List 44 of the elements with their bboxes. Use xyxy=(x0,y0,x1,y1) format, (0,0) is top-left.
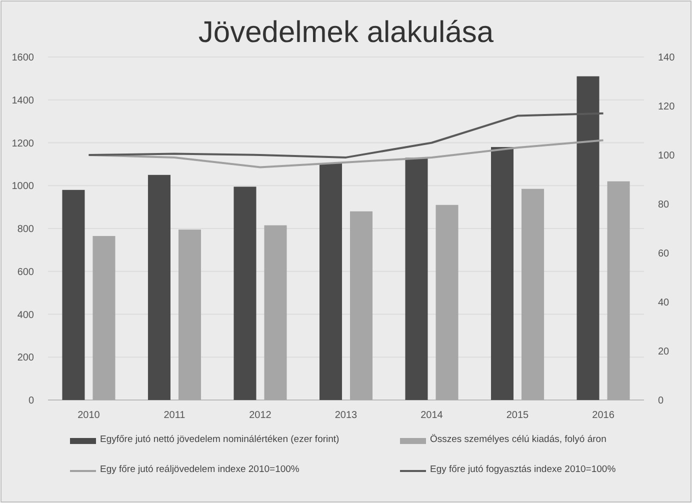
x-tick-label: 2010 xyxy=(78,410,100,421)
y2-tick-label: 20 xyxy=(658,346,670,358)
y2-tick-label: 40 xyxy=(658,298,670,308)
line-series xyxy=(88,112,604,158)
bar xyxy=(319,163,342,400)
y-tick-label: 1000 xyxy=(12,181,34,192)
bar xyxy=(491,147,514,400)
bar xyxy=(607,181,630,400)
x-tick-label: 2011 xyxy=(164,410,186,421)
y2-tick-label: 120 xyxy=(658,102,676,112)
bar xyxy=(436,204,458,400)
legend-label: Egyfőre jutó nettó jövedelem nominálértéken (ezer forint) xyxy=(100,433,340,446)
legend-label: Összes személyes célú kiadás, folyó áron xyxy=(430,433,608,446)
bar xyxy=(234,186,256,400)
bar xyxy=(92,236,116,400)
bar xyxy=(522,188,544,400)
y2-tick-label: 60 xyxy=(658,248,670,260)
y-tick-label: 1400 xyxy=(12,95,34,106)
bar xyxy=(178,230,201,400)
y-tick-label: 1600 xyxy=(12,52,34,64)
y-tick-label: 400 xyxy=(17,310,34,321)
legend-label: Egy főre jutó reáljövedelem indexe 2010=100% xyxy=(100,463,300,476)
y-tick-label: 800 xyxy=(17,224,34,235)
y2-tick-label: 100 xyxy=(658,150,676,162)
x-tick-label: 2015 xyxy=(506,410,530,421)
x-tick-label: 2012 xyxy=(249,410,272,421)
y-tick-label: 600 xyxy=(17,266,34,278)
legend-label: Egy főre jutó fogyasztás indexe 2010=100% xyxy=(430,463,617,476)
bar xyxy=(264,225,287,400)
bar xyxy=(148,174,170,400)
y2-tick-label: 140 xyxy=(658,52,676,64)
y2-tick-label: 0 xyxy=(658,396,664,406)
y-tick-label: 200 xyxy=(17,352,34,364)
x-tick-label: 2013 xyxy=(334,410,358,421)
chart-title: Jövedelmek alakulása xyxy=(198,16,494,49)
x-tick-label: 2016 xyxy=(592,410,615,421)
bar xyxy=(576,76,600,400)
bar xyxy=(350,211,373,400)
y2-tick-label: 80 xyxy=(658,200,670,210)
x-tick-label: 2014 xyxy=(420,410,444,421)
y-tick-label: 1200 xyxy=(12,138,34,150)
bar xyxy=(62,190,85,400)
y-tick-label: 0 xyxy=(28,396,34,406)
bar xyxy=(405,158,428,400)
